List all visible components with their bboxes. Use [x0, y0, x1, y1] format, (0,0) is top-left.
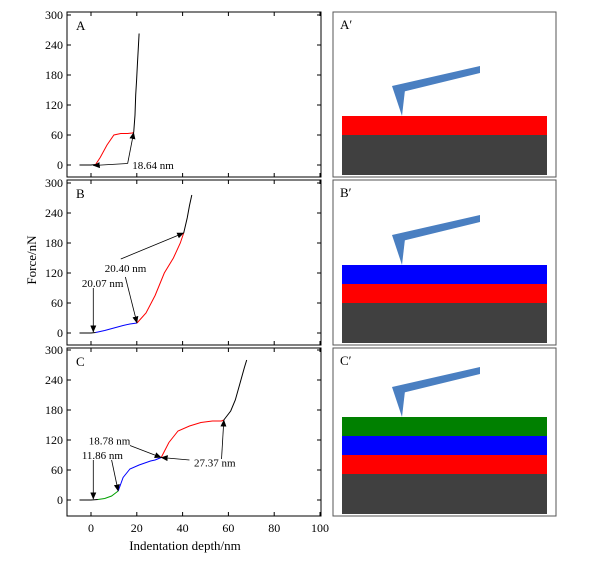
charts-layer: 0 60 120 180 240 300 A 18.64 nm 0 60 120 180 240 300 B…: [45, 8, 329, 535]
x-tick-label: 40: [177, 521, 189, 535]
schematic-layer: A′ B′ C′: [332, 11, 557, 517]
series-line-black: [79, 164, 96, 166]
annotation-arrow: [160, 455, 190, 462]
schematic-panel-1: A′: [332, 11, 557, 178]
y-tick-label: 120: [45, 266, 63, 280]
y-tick-label: 180: [45, 236, 63, 250]
panel-label: C: [76, 354, 85, 369]
series-line-black: [223, 359, 248, 421]
substrate-layer: [342, 135, 547, 175]
x-tick-label: 100: [311, 521, 329, 535]
y-tick-label: 120: [45, 433, 63, 447]
y-tick-label: 0: [57, 493, 63, 507]
plot-frame: [66, 179, 322, 346]
series-line-black: [79, 332, 96, 334]
film-layer-blue: [342, 265, 547, 284]
afm-cantilever-icon: [392, 367, 480, 417]
afm-tip: [392, 387, 405, 417]
x-tick-label: 80: [268, 521, 280, 535]
substrate-layer: [342, 474, 547, 514]
film-layer-red: [342, 284, 547, 303]
film-layer-blue: [342, 436, 547, 455]
film-layer-green: [342, 417, 547, 436]
cantilever-beam: [392, 367, 480, 394]
chart-panel-c: 0 60 120 180 240 300 0 20 40 60 80 100 C 11.86 nm 18.7…: [45, 343, 329, 535]
x-tick-label: 60: [222, 521, 234, 535]
y-tick-label: 120: [45, 98, 63, 112]
y-tick-label: 180: [45, 403, 63, 417]
schematic-label: A′: [340, 17, 352, 32]
series-line-green: [97, 490, 119, 500]
chart-panel-b: 0 60 120 180 240 300 B 20.07 nm 20.40 nm: [45, 176, 322, 346]
schematic-label: C′: [340, 353, 352, 368]
chart-panel-a: 0 60 120 180 240 300 A 18.64 nm: [45, 8, 322, 178]
y-tick-label: 240: [45, 38, 63, 52]
series-line-black: [133, 33, 140, 133]
y-axis-title: Force/nN: [24, 235, 39, 285]
y-tick-label: 300: [45, 176, 63, 190]
panel-label: A: [76, 18, 86, 33]
annotation-label: 11.86 nm: [82, 450, 124, 462]
annotation-label: 18.78 nm: [89, 436, 131, 448]
afm-cantilever-icon: [392, 66, 480, 116]
schematic-label: B′: [340, 185, 352, 200]
y-tick-label: 60: [51, 128, 63, 142]
series-line-blue: [95, 322, 138, 333]
series-line-blue: [117, 457, 162, 492]
annotation-arrow: [92, 162, 128, 169]
afm-tip: [392, 86, 405, 116]
series-line-red: [136, 232, 185, 324]
x-tick-label: 20: [131, 521, 143, 535]
series-line-black: [79, 499, 98, 501]
annotation-arrow: [129, 445, 162, 458]
schematic-panel-2: B′: [332, 179, 557, 346]
annotation-label: 20.07 nm: [82, 278, 124, 290]
y-tick-label: 60: [51, 296, 63, 310]
cantilever-beam: [392, 66, 480, 93]
y-tick-label: 240: [45, 373, 63, 387]
y-tick-label: 0: [57, 326, 63, 340]
y-tick-label: 300: [45, 343, 63, 357]
y-tick-label: 0: [57, 158, 63, 172]
film-layer-red: [342, 116, 547, 135]
plot-frame: [66, 347, 322, 517]
x-axis-title: Indentation depth/nm: [129, 538, 241, 553]
y-tick-label: 180: [45, 68, 63, 82]
annotation-arrow: [111, 459, 120, 492]
afm-tip: [392, 235, 405, 265]
series-line-red: [160, 419, 224, 458]
panel-label: B: [76, 186, 85, 201]
y-tick-label: 240: [45, 206, 63, 220]
annotation-arrow: [127, 132, 136, 164]
substrate-layer: [342, 303, 547, 343]
annotation-label: 18.64 nm: [132, 160, 174, 172]
series-line-black: [183, 194, 193, 234]
film-layer-red: [342, 455, 547, 474]
cantilever-beam: [392, 215, 480, 242]
y-tick-label: 300: [45, 8, 63, 22]
annotation-arrow: [220, 419, 227, 460]
plot-frame: [66, 11, 322, 178]
annotation-label: 27.37 nm: [194, 458, 236, 470]
x-tick-label: 0: [88, 521, 94, 535]
annotation-label: 20.40 nm: [105, 263, 147, 275]
annotation-arrow: [124, 276, 139, 324]
y-tick-label: 60: [51, 463, 63, 477]
afm-cantilever-icon: [392, 215, 480, 265]
schematic-panel-3: C′: [332, 347, 557, 517]
annotation-arrow: [120, 232, 185, 260]
